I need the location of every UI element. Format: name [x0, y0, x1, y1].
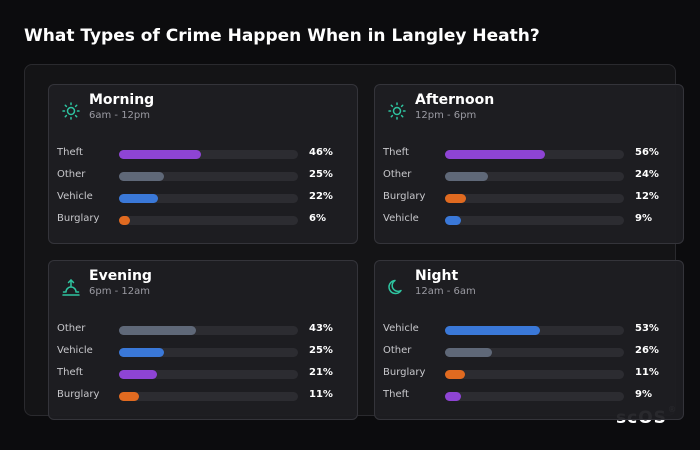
- value-label: 11%: [309, 389, 333, 400]
- panel-name: Evening: [89, 268, 152, 284]
- value-label: 56%: [635, 147, 659, 158]
- bar: [445, 193, 467, 203]
- page-title: What Types of Crime Happen When in Langl…: [24, 26, 540, 46]
- bar: [445, 347, 492, 357]
- category-label: Theft: [383, 147, 409, 158]
- icon: [62, 102, 80, 120]
- bar: [119, 149, 202, 159]
- bar-track: [119, 193, 298, 203]
- bar: [119, 325, 196, 335]
- bar-track: [445, 149, 624, 159]
- bar: [119, 215, 130, 225]
- bar-track: [445, 171, 624, 181]
- bar: [119, 171, 164, 181]
- bar-track: [119, 171, 298, 181]
- category-label: Vehicle: [383, 213, 419, 224]
- category-label: Theft: [57, 367, 83, 378]
- panel-icon: [62, 102, 80, 124]
- category-label: Other: [383, 345, 412, 356]
- icon: [388, 279, 402, 295]
- panel-name: Night: [415, 268, 459, 284]
- category-label: Other: [57, 323, 86, 334]
- value-label: 26%: [635, 345, 659, 356]
- panel: Morning 6am - 12pm Theft 46% Other 25% Vehicle…: [48, 84, 358, 244]
- panel: Night 12am - 6am Vehicle 53% Other 26% Burglar…: [374, 260, 684, 420]
- value-label: 11%: [635, 367, 659, 378]
- bar-track: [119, 149, 298, 159]
- value-label: 6%: [309, 213, 326, 224]
- value-label: 46%: [309, 147, 333, 158]
- category-label: Other: [383, 169, 412, 180]
- value-label: 22%: [309, 191, 333, 202]
- bar: [445, 215, 462, 225]
- bar: [445, 325, 540, 335]
- icon: [62, 278, 80, 296]
- category-label: Burglary: [383, 367, 426, 378]
- value-label: 53%: [635, 323, 659, 334]
- category-label: Burglary: [57, 389, 100, 400]
- value-label: 24%: [635, 169, 659, 180]
- value-label: 12%: [635, 191, 659, 202]
- category-label: Theft: [383, 389, 409, 400]
- panel-icon: [388, 278, 406, 300]
- bar-track: [119, 347, 298, 357]
- bar-track: [445, 369, 624, 379]
- bar-track: [445, 215, 624, 225]
- category-label: Burglary: [57, 213, 100, 224]
- bar: [445, 369, 465, 379]
- category-label: Vehicle: [57, 191, 93, 202]
- panel: Afternoon 12pm - 6pm Theft 56% Other 24% Burgl…: [374, 84, 684, 244]
- bar-track: [119, 215, 298, 225]
- bar-track: [445, 193, 624, 203]
- value-label: 9%: [635, 213, 652, 224]
- bar-track: [445, 325, 624, 335]
- panel-time: 12am - 6am: [415, 286, 476, 297]
- bar-track: [119, 369, 298, 379]
- category-label: Vehicle: [383, 323, 419, 334]
- category-label: Theft: [57, 147, 83, 158]
- value-label: 9%: [635, 389, 652, 400]
- bar: [445, 171, 488, 181]
- panel-icon: [388, 102, 406, 124]
- panel-time: 6pm - 12am: [89, 286, 151, 297]
- bar-track: [445, 347, 624, 357]
- bar-track: [119, 325, 298, 335]
- category-label: Other: [57, 169, 86, 180]
- panel-time: 6am - 12pm: [89, 110, 151, 121]
- category-label: Vehicle: [57, 345, 93, 356]
- bar-track: [445, 391, 624, 401]
- bar: [119, 391, 139, 401]
- bar: [119, 369, 157, 379]
- bar: [445, 149, 546, 159]
- bar: [119, 347, 164, 357]
- panel: Evening 6pm - 12am Other 43% Vehicle 25% Theft…: [48, 260, 358, 420]
- bar: [445, 391, 462, 401]
- panel-name: Morning: [89, 92, 155, 108]
- icon: [388, 102, 406, 120]
- panel-time: 12pm - 6pm: [415, 110, 477, 121]
- value-label: 25%: [309, 169, 333, 180]
- value-label: 25%: [309, 345, 333, 356]
- value-label: 43%: [309, 323, 333, 334]
- category-label: Burglary: [383, 191, 426, 202]
- bar: [119, 193, 159, 203]
- bar-track: [119, 391, 298, 401]
- panel-icon: [62, 278, 80, 300]
- value-label: 21%: [309, 367, 333, 378]
- panel-name: Afternoon: [415, 92, 495, 108]
